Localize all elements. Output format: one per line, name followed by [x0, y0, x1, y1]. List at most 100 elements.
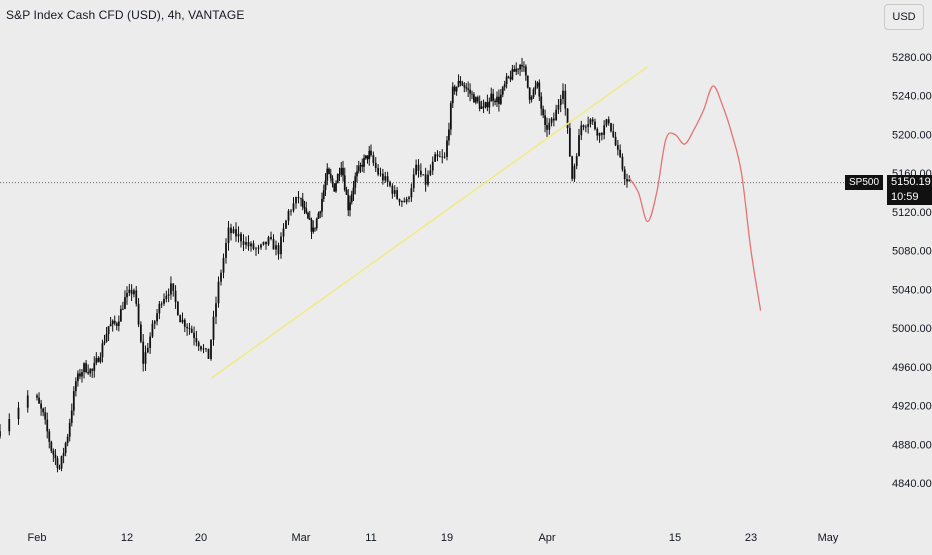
candle-body — [505, 76, 508, 85]
candle-body — [0, 431, 1, 437]
candle-body — [354, 176, 357, 188]
candle-body — [83, 363, 85, 373]
candle-body — [250, 243, 252, 247]
symbol-tag: SP500 — [845, 175, 883, 190]
candle-body — [115, 323, 118, 326]
candle-body — [621, 156, 624, 170]
y-tick-label: 5040.00 — [892, 284, 932, 296]
trendline[interactable] — [210, 66, 649, 380]
candle-body — [484, 102, 487, 108]
candle-body — [307, 212, 309, 219]
x-tick-label: 12 — [121, 532, 133, 544]
projection-curve[interactable] — [628, 85, 762, 311]
candle-body — [507, 76, 510, 78]
candle-body — [36, 395, 38, 398]
candle-body — [215, 303, 217, 317]
candle-body — [270, 237, 272, 240]
candle-body — [496, 96, 498, 103]
candle-body — [356, 171, 358, 177]
candle-body — [398, 198, 401, 202]
candle-body — [130, 289, 133, 295]
candle-body — [331, 178, 334, 184]
candle-body — [347, 194, 350, 211]
candle-body — [372, 155, 375, 163]
candle-body — [521, 64, 523, 67]
candle-body — [381, 173, 384, 181]
candle-body — [335, 183, 337, 192]
candle-body — [54, 454, 57, 459]
candle-body — [252, 243, 255, 249]
candle-body — [451, 86, 454, 104]
candle-body — [379, 173, 382, 175]
candle-body — [469, 89, 471, 94]
x-tick-label: Feb — [28, 532, 47, 544]
candle-body — [368, 150, 371, 160]
candle-body — [415, 164, 418, 175]
candle-body — [610, 123, 612, 132]
candle-body — [89, 369, 92, 374]
candle-body — [312, 227, 315, 232]
candle-body — [292, 203, 295, 211]
candle-body — [87, 372, 90, 374]
candle-body — [542, 108, 545, 116]
x-tick-label: Apr — [538, 532, 555, 544]
candle-body — [363, 158, 365, 167]
candle-body — [262, 241, 265, 245]
candle-body — [499, 94, 502, 104]
candle-body — [455, 86, 458, 92]
candle-body — [197, 342, 200, 347]
candle-body — [135, 290, 138, 304]
candle-body — [412, 174, 415, 189]
candle-body — [578, 135, 580, 157]
candle-body — [488, 101, 491, 108]
candle-body — [40, 403, 42, 409]
candle-body — [81, 372, 83, 377]
candle-body — [207, 348, 210, 359]
candle-body — [8, 418, 11, 432]
candle-body — [317, 213, 320, 219]
candle-body — [277, 245, 280, 255]
candle-body — [275, 245, 277, 250]
candle-body — [58, 467, 61, 469]
candle-body — [438, 156, 441, 158]
candle-body — [619, 149, 622, 157]
candles[interactable] — [0, 57, 631, 473]
candle-body — [582, 125, 585, 128]
candle-body — [124, 297, 126, 309]
candle-body — [42, 408, 45, 413]
candle-body — [357, 166, 360, 172]
candle-body — [336, 174, 339, 184]
candle-body — [322, 190, 325, 199]
candle-body — [429, 170, 432, 175]
candle-body — [167, 294, 170, 296]
candle-body — [128, 289, 131, 293]
candle-body — [290, 210, 292, 212]
candle-body — [170, 283, 172, 295]
candle-body — [314, 227, 316, 229]
candle-body — [591, 119, 594, 122]
y-tick-label: 4880.00 — [892, 439, 932, 451]
currency-button[interactable]: USD — [884, 4, 924, 30]
x-axis[interactable]: Feb 12 20 Mar 11 19 Apr 15 23 May — [28, 532, 839, 544]
candle-body — [478, 101, 481, 109]
candle-body — [580, 125, 583, 136]
candle-body — [544, 115, 546, 126]
candle-body — [265, 241, 267, 245]
y-tick-label: 5200.00 — [892, 129, 932, 141]
candle-body — [607, 119, 610, 124]
current-price-value: 5150.19 — [891, 176, 931, 188]
candle-body — [66, 436, 69, 443]
bar-countdown: 10:59 — [891, 191, 919, 203]
candle-body — [64, 442, 67, 454]
candle-body — [139, 324, 142, 342]
candle-body — [295, 197, 297, 204]
y-axis[interactable]: 5280.005240.005200.005160.005120.005080.… — [892, 52, 932, 490]
candle-body — [494, 100, 496, 103]
candle-body — [616, 145, 619, 150]
candle-body — [160, 303, 163, 305]
candle-body — [603, 125, 606, 135]
candle-body — [38, 397, 40, 404]
candle-body — [144, 352, 147, 364]
